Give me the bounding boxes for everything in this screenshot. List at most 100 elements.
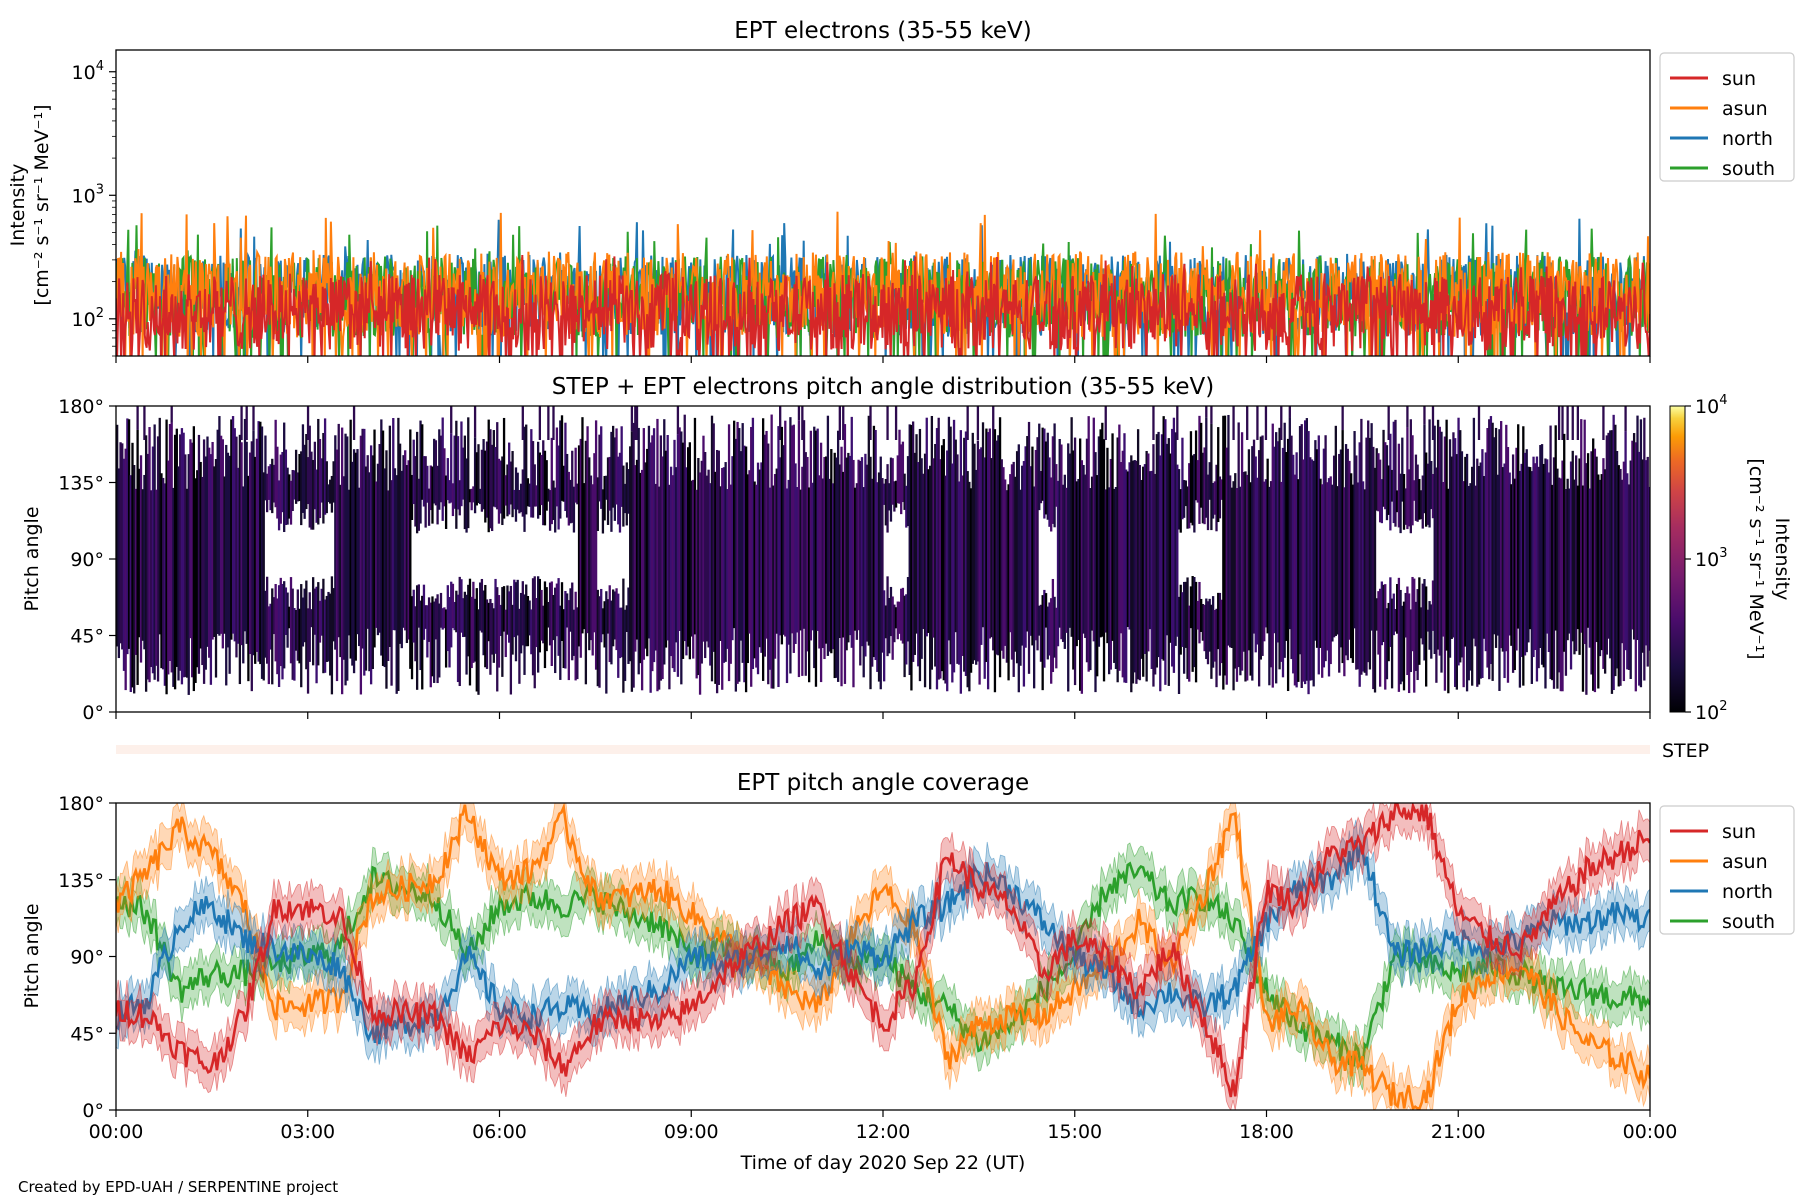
heatmap-cell <box>1397 443 1401 528</box>
heatmap-cell <box>1425 452 1428 527</box>
heatmap-cell <box>1038 605 1041 636</box>
heatmap-cell <box>1046 606 1049 660</box>
heatmap-cell <box>889 457 893 522</box>
heatmap-cell <box>692 479 695 659</box>
heatmap-cell <box>1210 406 1213 424</box>
heatmap-cell <box>1546 459 1549 634</box>
heatmap-cell <box>1414 454 1418 521</box>
heatmap-cell <box>419 420 422 524</box>
heatmap-cell <box>1617 465 1620 687</box>
heatmap-cell <box>1193 454 1196 533</box>
heatmap-cell <box>1426 463 1430 525</box>
heatmap-cell <box>1205 417 1208 518</box>
heatmap-cell <box>150 490 153 668</box>
heatmap-cell <box>310 609 313 628</box>
heatmap-cell <box>513 489 516 510</box>
heatmap-cell <box>296 472 299 502</box>
y-tick-exponent: 4 <box>96 59 104 74</box>
heatmap-cell <box>1389 577 1392 647</box>
heatmap-cell <box>1186 577 1189 679</box>
heatmap-cell <box>598 434 601 502</box>
heatmap-cell <box>1269 481 1273 668</box>
heatmap-cell <box>715 449 719 694</box>
heatmap-cell <box>1380 581 1384 646</box>
heatmap-cell <box>949 426 952 665</box>
heatmap-cell <box>927 469 930 633</box>
heatmap-cell <box>487 602 490 642</box>
heatmap-cell <box>194 478 197 683</box>
heatmap-cell <box>1206 601 1210 665</box>
heatmap-cell <box>462 598 465 638</box>
heatmap-cell <box>862 487 865 678</box>
heatmap-cell <box>1266 458 1269 634</box>
heatmap-cell <box>1462 481 1465 688</box>
heatmap-cell <box>1639 419 1643 688</box>
heatmap-cell <box>1568 488 1571 634</box>
heatmap-cell <box>356 449 359 635</box>
heatmap-cell <box>676 406 680 435</box>
heatmap-cell <box>1111 433 1114 641</box>
heatmap-cell <box>1421 583 1424 645</box>
heatmap-cell <box>1240 432 1244 671</box>
heatmap-cell <box>932 458 935 638</box>
heatmap-cell <box>1196 600 1199 630</box>
heatmap-cell <box>1043 428 1046 519</box>
heatmap-cell <box>698 472 702 695</box>
heatmap-cell <box>404 450 407 631</box>
heatmap-cell <box>327 484 330 503</box>
heatmap-cell <box>276 598 279 675</box>
heatmap-cell <box>669 466 673 657</box>
coverage-panel-title: EPT pitch angle coverage <box>737 770 1029 796</box>
heatmap-cell <box>731 456 734 641</box>
heatmap-cell <box>722 467 726 663</box>
heatmap-cell <box>1285 452 1288 641</box>
heatmap-cell <box>1603 469 1607 674</box>
heatmap-cell <box>202 439 206 684</box>
heatmap-cell <box>298 453 301 502</box>
heatmap-cell <box>632 422 635 688</box>
heatmap-cell <box>1472 417 1476 639</box>
heatmap-cell <box>567 600 570 681</box>
heatmap-cell <box>864 453 867 657</box>
heatmap-cell <box>1200 422 1203 508</box>
heatmap-cell <box>1387 602 1390 662</box>
heatmap-cell <box>830 449 833 654</box>
heatmap-cell <box>1257 450 1261 687</box>
heatmap-cell <box>448 597 451 668</box>
heatmap-cell <box>1643 417 1646 681</box>
heatmap-cell <box>569 479 572 524</box>
heatmap-cell <box>1031 446 1034 646</box>
heatmap-cell <box>272 597 276 635</box>
heatmap-cell <box>564 590 567 669</box>
heatmap-cell <box>138 468 141 638</box>
heatmap-cell <box>1252 439 1256 634</box>
heatmap-cell <box>1206 474 1210 531</box>
heatmap-cell <box>1593 448 1597 693</box>
heatmap-cell <box>1154 473 1157 675</box>
heatmap-cell <box>497 458 501 524</box>
heatmap-cell <box>502 586 506 632</box>
heatmap-cell <box>1609 430 1612 659</box>
heatmap-cell <box>1021 465 1024 646</box>
heatmap-cell <box>1038 423 1041 511</box>
heatmap-cell <box>1585 463 1588 695</box>
heatmap-cell <box>363 428 366 676</box>
heatmap-cell <box>450 581 453 648</box>
heatmap-cell <box>405 465 409 644</box>
heatmap-cell <box>410 596 414 680</box>
heatmap-cell <box>415 585 419 690</box>
heatmap-cell <box>1416 589 1419 681</box>
heatmap-cell <box>417 584 420 628</box>
y-tick-label: 45° <box>70 1023 104 1045</box>
heatmap-cell <box>306 457 310 505</box>
heatmap-cell <box>419 600 422 671</box>
heatmap-cell <box>1418 478 1421 520</box>
heatmap-cell <box>635 406 639 440</box>
heatmap-cell <box>439 435 443 503</box>
heatmap-cell <box>197 434 201 674</box>
heatmap-cell <box>881 478 884 653</box>
heatmap-cell <box>1563 433 1566 652</box>
heatmap-cell <box>1592 438 1595 691</box>
heatmap-cell <box>392 418 395 631</box>
heatmap-cell <box>939 459 942 679</box>
